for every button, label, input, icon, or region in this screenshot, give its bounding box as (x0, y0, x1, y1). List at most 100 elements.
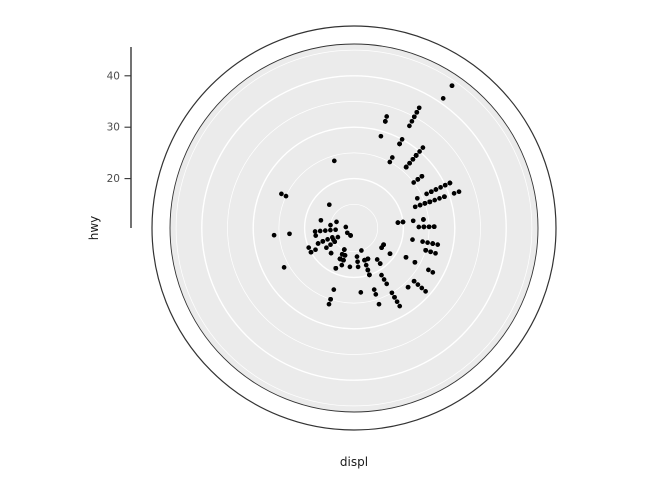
data-point (392, 294, 397, 300)
data-point (358, 290, 364, 295)
data-point (320, 239, 326, 244)
data-point (312, 229, 318, 234)
data-point (403, 164, 409, 170)
data-point (412, 204, 418, 210)
data-point (407, 160, 412, 166)
data-point (322, 228, 328, 233)
data-point (438, 185, 443, 190)
data-point (419, 285, 425, 291)
data-point (414, 109, 420, 115)
data-point (328, 227, 333, 233)
data-point (433, 187, 439, 192)
data-point (333, 227, 338, 233)
y-axis-title: hwy (87, 216, 101, 241)
data-point (417, 149, 422, 154)
data-point (415, 177, 421, 182)
data-point (371, 287, 377, 292)
data-point (374, 257, 380, 262)
data-point (335, 234, 341, 240)
data-point (359, 248, 364, 253)
data-point (423, 289, 428, 294)
data-point (271, 232, 277, 238)
data-point (324, 245, 329, 251)
y-tick-label: 40 (107, 70, 120, 82)
data-point (331, 158, 337, 164)
data-point (326, 301, 332, 307)
data-point (427, 199, 433, 205)
data-point (343, 224, 349, 230)
data-point (412, 259, 418, 265)
data-point (411, 180, 417, 185)
data-point (379, 245, 384, 251)
data-point (424, 191, 429, 197)
data-point (389, 155, 395, 160)
data-point (367, 272, 372, 278)
data-point (355, 264, 361, 270)
data-point (428, 189, 434, 195)
data-point (430, 270, 436, 275)
data-point (363, 262, 369, 268)
data-point (395, 220, 401, 225)
data-point (306, 245, 312, 250)
data-point (437, 196, 442, 201)
data-point (442, 182, 448, 188)
data-point (354, 254, 360, 259)
data-point (430, 241, 436, 246)
data-point (421, 217, 426, 222)
data-point (389, 290, 395, 296)
data-point (411, 114, 417, 120)
data-point (362, 257, 367, 263)
data-point (326, 202, 332, 208)
y-tick-label: 30 (107, 122, 120, 134)
data-point (378, 133, 384, 139)
data-point (313, 233, 319, 238)
data-point (377, 261, 383, 266)
data-point (344, 230, 350, 236)
data-point (315, 241, 321, 246)
grid-circle-major (201, 75, 507, 381)
data-point (447, 180, 453, 186)
data-point (281, 265, 287, 270)
data-point (379, 272, 384, 278)
data-point (411, 278, 417, 284)
data-point (328, 296, 333, 302)
data-point (279, 191, 284, 197)
data-point (403, 254, 409, 260)
data-point (426, 267, 431, 273)
data-point (428, 249, 433, 255)
data-point (407, 123, 412, 129)
data-point (347, 264, 353, 270)
y-axis: 20 30 40 (107, 47, 132, 228)
data-point (283, 193, 289, 199)
data-point (331, 287, 337, 292)
data-point (387, 159, 393, 165)
data-point (373, 292, 379, 297)
data-point (387, 251, 393, 257)
data-point (313, 247, 318, 253)
data-point (409, 118, 415, 124)
data-point (425, 240, 430, 245)
data-point (415, 282, 421, 287)
data-point (440, 96, 446, 101)
data-point (426, 224, 432, 230)
data-point (400, 219, 406, 225)
data-point (348, 233, 353, 238)
data-point (416, 105, 422, 111)
y-tick-label: 20 (107, 173, 120, 185)
x-axis-title: displ (340, 455, 368, 469)
data-point (329, 235, 335, 240)
data-point (420, 145, 426, 150)
data-point (317, 228, 323, 234)
data-point (339, 262, 345, 268)
data-point (397, 303, 403, 309)
data-point (355, 259, 360, 265)
data-point (442, 194, 447, 200)
data-point (342, 253, 348, 258)
data-point (431, 224, 437, 230)
data-point (405, 284, 411, 290)
data-point (384, 281, 390, 287)
data-point (410, 237, 415, 242)
data-point (410, 156, 416, 162)
data-point (334, 219, 339, 225)
